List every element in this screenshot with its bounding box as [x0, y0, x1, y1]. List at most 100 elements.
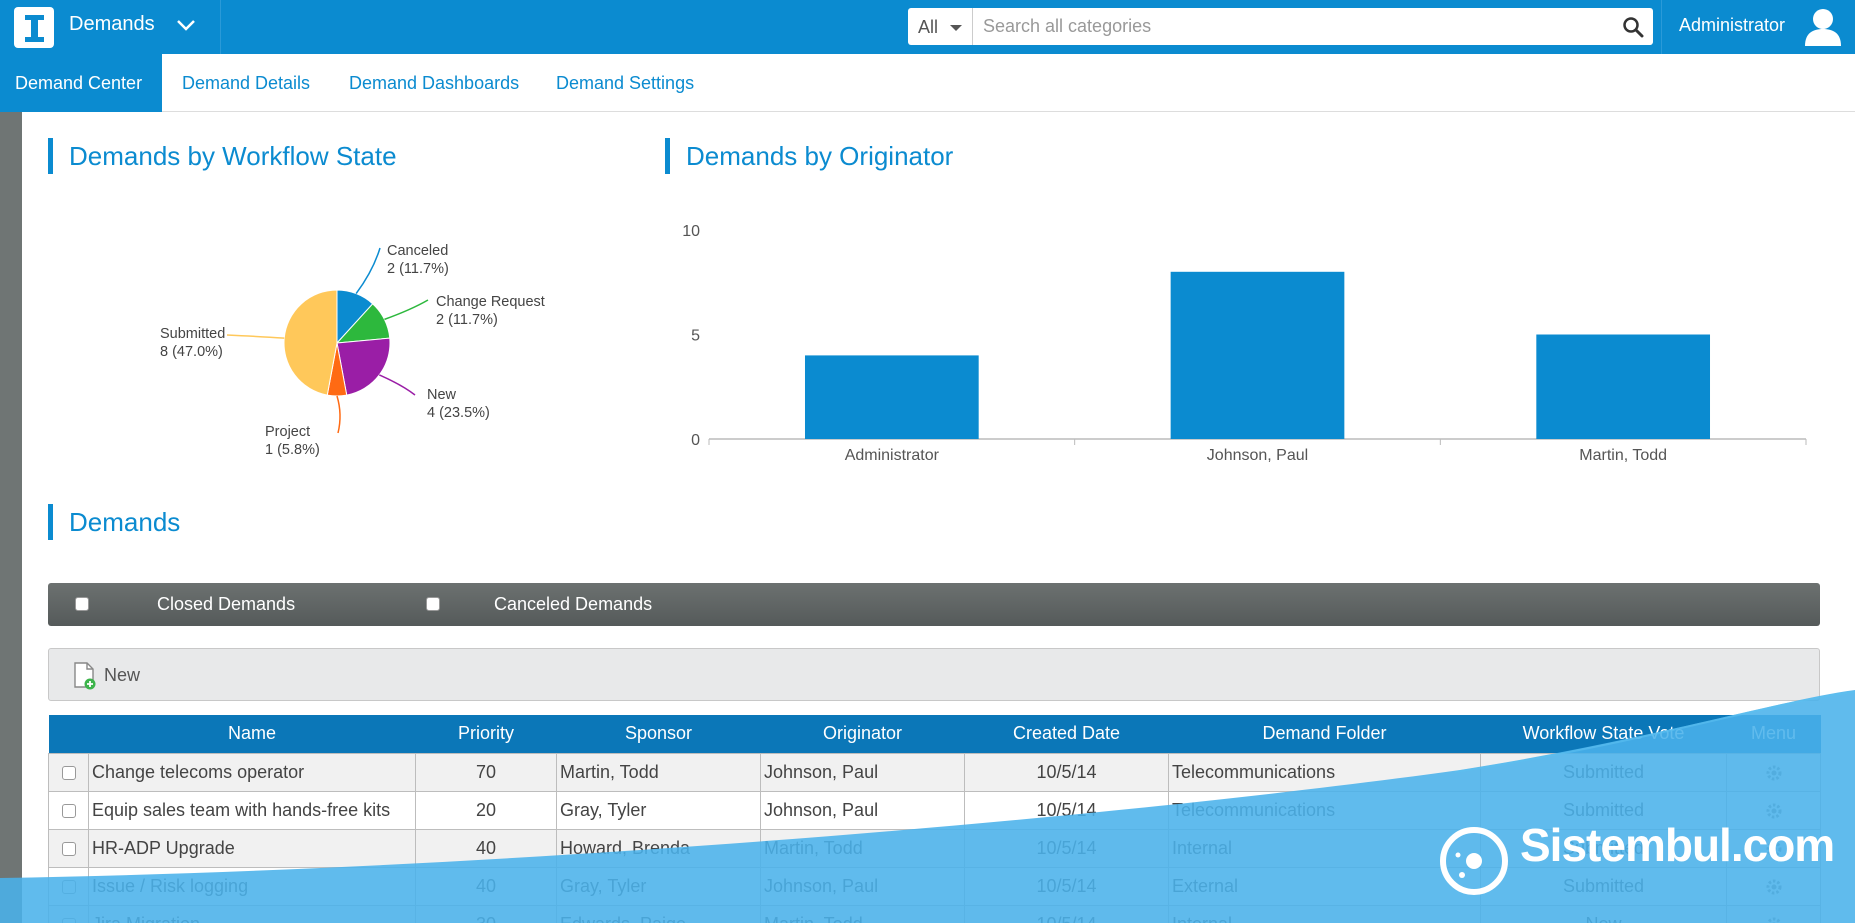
row-select-cell[interactable] [48, 828, 89, 868]
column-header-priority[interactable]: Priority [415, 715, 557, 753]
cell-name: HR-ADP Upgrade [88, 828, 416, 868]
cell-priority: 30 [415, 904, 557, 923]
cell-workflow-state: Submitted [1480, 752, 1727, 792]
new-button[interactable]: New [104, 665, 141, 685]
pie-label: Project [265, 424, 310, 440]
demands-title: Demands [48, 504, 180, 540]
row-select-cell[interactable] [48, 752, 89, 792]
pie-value-label: 2 (11.7%) [436, 312, 498, 328]
cell-sponsor: Martin, Todd [556, 752, 761, 792]
pie-value-label: 2 (11.7%) [387, 261, 449, 277]
column-header-sponsor[interactable]: Sponsor [556, 715, 761, 753]
table-header-row: Name Priority Sponsor Originator Created… [48, 715, 1821, 753]
chevron-down-icon[interactable] [175, 14, 197, 36]
cell-created-date: 10/5/14 [964, 866, 1169, 906]
cell-priority: 40 [415, 828, 557, 868]
cell-name: Jira Migration [88, 904, 416, 923]
row-menu-cell[interactable] [1726, 752, 1821, 792]
search-icon[interactable] [1622, 16, 1644, 38]
gear-icon[interactable] [1765, 878, 1783, 896]
column-header-name[interactable]: Name [88, 715, 416, 753]
table-row[interactable]: Jira Migration30Edwards, PaigeMartin, To… [48, 904, 1821, 923]
cell-sponsor: Edwards, Paige [556, 904, 761, 923]
x-tick-label: Johnson, Paul [1207, 447, 1308, 464]
bar-administrator[interactable] [804, 355, 979, 439]
cell-demand-folder: Telecommunications [1168, 790, 1481, 830]
top-bar: Demands All Administrator [0, 0, 1855, 54]
cell-name: Issue / Risk logging [88, 866, 416, 906]
row-menu-cell[interactable] [1726, 904, 1821, 923]
tab-demand-center[interactable]: Demand Center [0, 54, 162, 112]
cell-originator: Johnson, Paul [760, 866, 965, 906]
row-select-cell[interactable] [48, 866, 89, 906]
cell-sponsor: Howard, Brenda [556, 828, 761, 868]
filter-bar: Closed Demands Canceled Demands [48, 583, 1820, 626]
cell-priority: 20 [415, 790, 557, 830]
y-tick-label: 0 [691, 432, 700, 449]
grid-toolbar: New [48, 648, 1820, 701]
canceled-demands-label[interactable]: Canceled Demands [494, 594, 653, 614]
pie-label: New [427, 387, 457, 403]
table-row[interactable]: Issue / Risk logging 40 Gray, Tyler Johnson… [48, 866, 1821, 906]
app-logo-icon[interactable] [14, 7, 54, 48]
cell-demand-folder: External [1168, 866, 1481, 906]
column-header-workflow-state-vote[interactable]: Workflow State Vote [1480, 715, 1727, 753]
cell-workflow-state: New [1480, 904, 1727, 923]
tab-demand-settings[interactable]: Demand Settings [556, 73, 695, 93]
tab-demand-details[interactable]: Demand Details [182, 73, 311, 93]
cell-sponsor: Gray, Tyler [556, 866, 761, 906]
workflow-state-pie-chart: Canceled 2 (11.7%) Change Request 2 (11.7%)… [160, 243, 545, 458]
cell-created-date: 10/5/14 [964, 904, 1169, 923]
pie-leader-line [336, 395, 341, 434]
column-header-menu: Menu [1726, 715, 1821, 753]
closed-demands-label[interactable]: Closed Demands [157, 594, 296, 614]
row-checkbox[interactable] [61, 879, 76, 894]
pie-slice-new[interactable] [336, 337, 391, 396]
row-menu-cell[interactable] [1726, 866, 1821, 906]
cell-created-date: 10/5/14 [964, 752, 1169, 792]
cell-created-date: 10/5/14 [964, 828, 1169, 868]
row-select-cell[interactable] [48, 790, 89, 830]
row-checkbox[interactable] [61, 841, 76, 856]
caret-down-icon [950, 25, 962, 31]
bar-martin-todd[interactable] [1536, 334, 1711, 440]
row-checkbox[interactable] [61, 765, 76, 780]
cell-name: Equip sales team with hands-free kits [88, 790, 416, 830]
row-select-cell[interactable] [48, 904, 89, 923]
pie-value-label: 8 (47.0%) [160, 344, 223, 360]
y-tick-label: 5 [691, 328, 700, 345]
gear-icon[interactable] [1765, 764, 1783, 782]
pie-value-label: 1 (5.8%) [265, 442, 320, 458]
cell-created-date: 10/5/14 [964, 790, 1169, 830]
column-header-demand-folder[interactable]: Demand Folder [1168, 715, 1481, 753]
cell-originator: Johnson, Paul [760, 790, 965, 830]
column-header-created-date[interactable]: Created Date [964, 715, 1169, 753]
canceled-demands-checkbox[interactable] [426, 597, 440, 611]
app-title[interactable]: Demands [69, 13, 155, 35]
workflow-state-title: Demands by Workflow State [48, 138, 397, 174]
user-avatar-icon[interactable] [1802, 6, 1844, 48]
row-checkbox[interactable] [61, 917, 76, 923]
pie-leader-line [226, 334, 285, 339]
table-row[interactable]: Change telecoms operator 70 Martin, Todd Jo… [48, 752, 1821, 792]
search-scope-select[interactable]: All [908, 8, 973, 45]
user-name[interactable]: Administrator [1679, 15, 1786, 35]
new-document-icon[interactable] [73, 662, 97, 690]
cell-originator: Martin, Todd [760, 904, 965, 923]
search-input[interactable] [973, 8, 1653, 45]
divider [220, 0, 221, 54]
pie-leader-line [378, 374, 416, 396]
originator-bar-chart: 0 5 10 Administrator Johnson, Paul Martin, T… [682, 223, 1807, 464]
tab-demand-dashboards[interactable]: Demand Dashboards [349, 73, 520, 93]
pie-label: Submitted [160, 326, 225, 342]
pie-slice-submitted[interactable] [283, 289, 338, 396]
search-scope-value: All [918, 17, 939, 37]
tab-bar: Demand Center Demand Details Demand Dash… [0, 54, 1855, 112]
pie-label: Change Request [436, 294, 545, 310]
closed-demands-checkbox[interactable] [75, 597, 89, 611]
cell-priority: 70 [415, 752, 557, 792]
bar-johnson-paul[interactable] [1170, 271, 1345, 439]
row-checkbox[interactable] [61, 803, 76, 818]
column-header-originator[interactable]: Originator [760, 715, 965, 753]
gear-icon[interactable] [1765, 916, 1783, 923]
